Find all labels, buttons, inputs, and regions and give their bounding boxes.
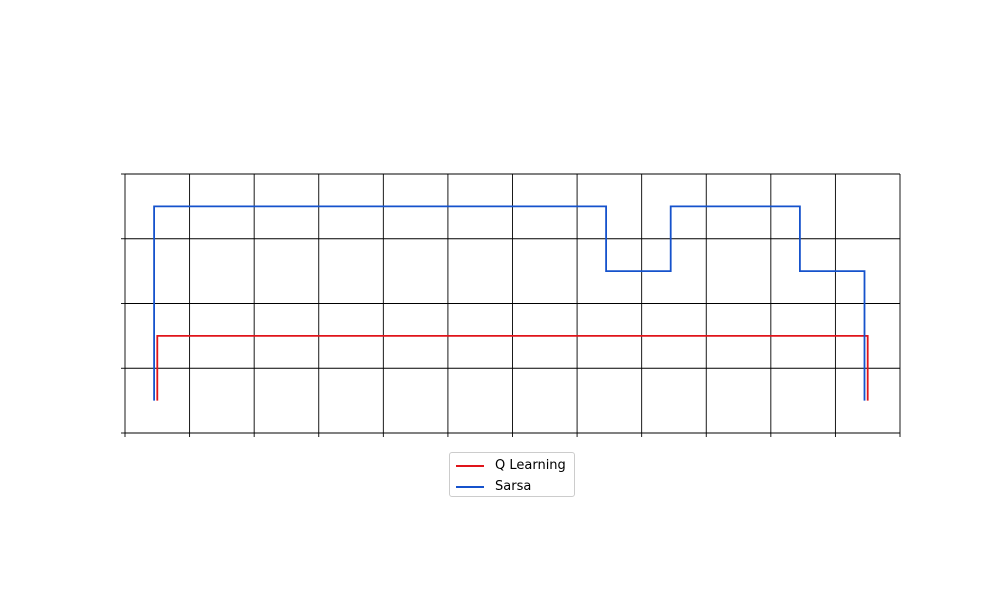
legend-label-q-learning: Q Learning <box>495 458 566 473</box>
series-line-q-learning <box>156 334 869 401</box>
grid-lines <box>124 173 901 434</box>
legend-label-sarsa: Sarsa <box>495 479 532 494</box>
legend-swatch-sarsa <box>456 486 484 488</box>
axis-ticks <box>121 173 901 437</box>
series-line-sarsa <box>153 205 866 401</box>
series-lines <box>153 205 869 401</box>
legend-item-q-learning: Q Learning <box>456 457 566 475</box>
legend-swatch-q-learning <box>456 465 484 467</box>
legend: Q Learning Sarsa <box>449 452 575 497</box>
legend-item-sarsa: Sarsa <box>456 478 531 496</box>
